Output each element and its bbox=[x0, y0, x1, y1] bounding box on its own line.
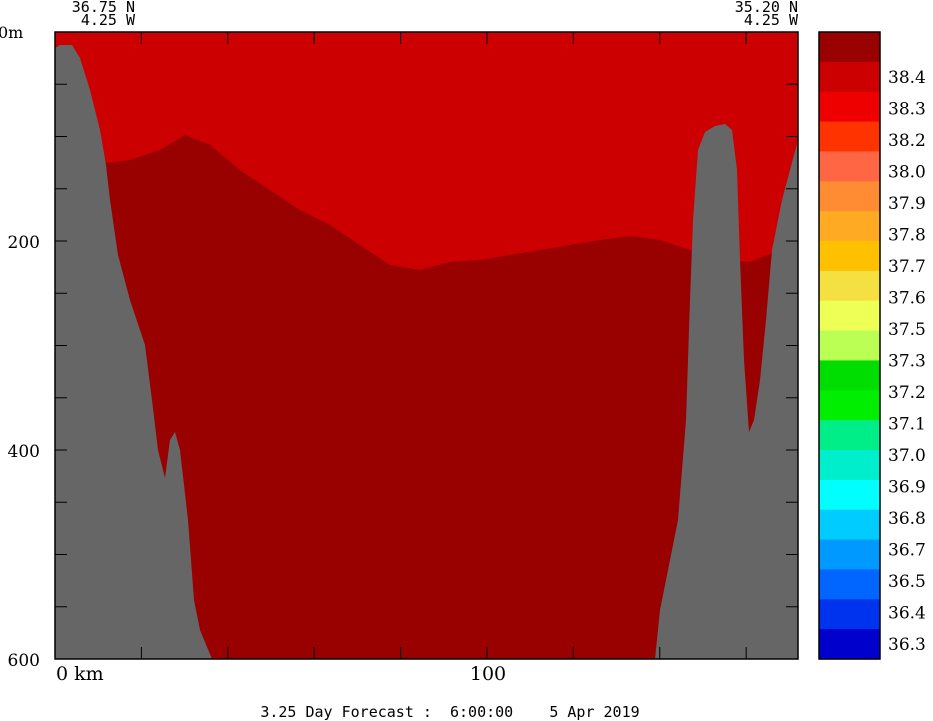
salinity-band bbox=[55, 32, 798, 270]
y-tick-label-600: 600 bbox=[8, 651, 40, 671]
y-tick-label-200: 200 bbox=[8, 233, 40, 253]
colorbar-swatch bbox=[819, 420, 880, 451]
colorbar-swatch bbox=[819, 32, 880, 63]
colorbar-swatch bbox=[819, 270, 880, 302]
colorbar-swatch bbox=[819, 509, 880, 541]
colorbar-swatch bbox=[819, 479, 880, 511]
colorbar-swatch bbox=[819, 569, 880, 600]
colorbar-swatch bbox=[819, 181, 880, 212]
colorbar-label: 37.2 bbox=[888, 383, 926, 403]
colorbar-swatch bbox=[819, 151, 880, 182]
colorbar-label: 37.3 bbox=[888, 351, 926, 371]
colorbar-swatch bbox=[819, 121, 880, 153]
x-tick-label-100: 100 bbox=[470, 663, 506, 685]
colorbar-swatch bbox=[819, 300, 880, 332]
colorbar-label: 37.5 bbox=[888, 320, 926, 340]
colorbar-swatch bbox=[819, 360, 880, 391]
colorbar-label: 36.5 bbox=[888, 572, 926, 592]
x-tick-label-0km: 0 km bbox=[56, 663, 104, 685]
terrain-left bbox=[55, 45, 212, 659]
salinity-bands bbox=[55, 32, 798, 270]
colorbar-swatch bbox=[819, 211, 880, 242]
colorbar-swatch bbox=[819, 61, 880, 93]
terrain bbox=[55, 45, 798, 659]
forecast-caption: 3.25 Day Forecast : 6:00:00 5 Apr 2019 bbox=[260, 703, 639, 721]
colorbar-label: 37.7 bbox=[888, 257, 926, 277]
colorbar-label: 38.0 bbox=[888, 162, 926, 182]
colorbar-label: 36.4 bbox=[888, 604, 926, 624]
colorbar-swatch bbox=[819, 599, 880, 630]
colorbar-label: 37.0 bbox=[888, 446, 926, 466]
colorbar-swatch bbox=[819, 450, 880, 481]
colorbar-swatch bbox=[819, 91, 880, 123]
axis-ticks bbox=[55, 32, 798, 659]
colorbar-label: 36.7 bbox=[888, 541, 926, 561]
colorbar-label: 37.9 bbox=[888, 194, 926, 214]
start-lat: 36.75 N bbox=[72, 0, 135, 16]
colorbar-label: 36.3 bbox=[888, 635, 926, 655]
colorbar-label: 36.8 bbox=[888, 509, 926, 529]
colorbar-label: 37.8 bbox=[888, 225, 926, 245]
colorbar-swatch bbox=[819, 241, 880, 272]
colorbar bbox=[819, 32, 880, 660]
colorbar-label: 37.1 bbox=[888, 415, 926, 435]
start-lon: 4.25 W bbox=[81, 11, 136, 29]
y-tick-label-400: 400 bbox=[8, 442, 40, 462]
colorbar-labels: 38.4 38.3 38.2 38.0 37.9 37.8 37.7 37.6 37.5 37.3… bbox=[888, 68, 926, 655]
terrain-right bbox=[655, 124, 798, 659]
colorbar-label: 38.2 bbox=[888, 131, 926, 151]
colorbar-label: 38.3 bbox=[888, 99, 926, 119]
colorbar-swatch bbox=[819, 390, 880, 421]
colorbar-label: 36.9 bbox=[888, 478, 926, 498]
y-axis-unit-label: 0m bbox=[0, 23, 23, 42]
colorbar-frame bbox=[818, 31, 881, 660]
colorbar-swatch bbox=[819, 330, 880, 362]
colorbar-label: 37.6 bbox=[888, 288, 926, 308]
end-lat: 35.20 N bbox=[735, 0, 798, 16]
colorbar-swatch bbox=[819, 629, 880, 660]
end-lon: 4.25 W bbox=[744, 11, 799, 29]
colorbar-label: 38.4 bbox=[888, 68, 926, 88]
colorbar-swatch bbox=[819, 539, 880, 571]
